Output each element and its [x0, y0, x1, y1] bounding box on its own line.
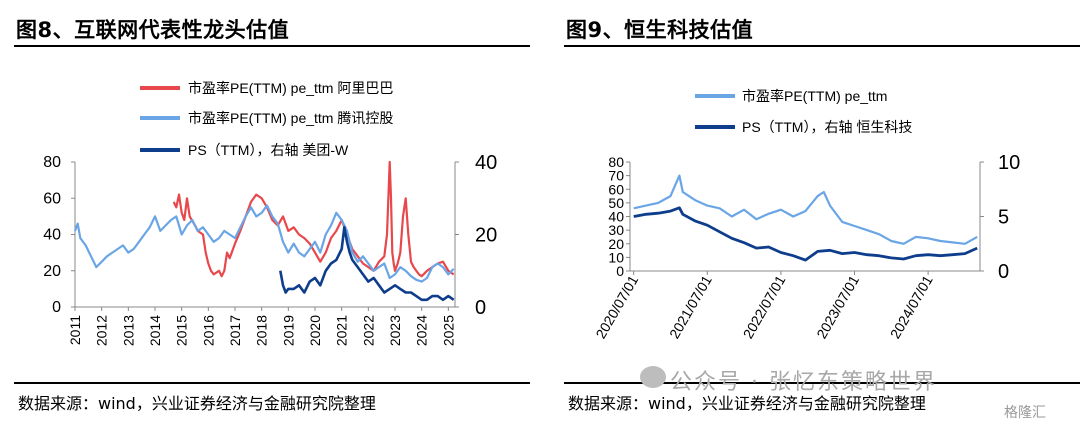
x-tick-label: 2014	[147, 315, 163, 346]
y-left-tick-label: 20	[43, 263, 61, 280]
y-left-tick-label: 80	[608, 154, 624, 170]
series-line-0	[633, 174, 978, 245]
y-left-tick-label: 80	[43, 154, 61, 171]
y-left-tick-label: 60	[43, 190, 61, 207]
wechat-icon	[640, 366, 666, 388]
x-tick-label: 2015	[174, 315, 190, 346]
y-right-tick-label: 0	[998, 261, 1009, 283]
figure-9-panel: 图9、恒生科技估值 0 10 20 30 40 50 60 70 80 0 5 10 2020/07/0…	[550, 0, 1080, 429]
y-left-tick-label: 10	[608, 249, 624, 265]
series-line-1	[633, 206, 978, 262]
figure-8-bottom-rule	[14, 382, 530, 384]
figure-8-panel: 图8、互联网代表性龙头估值 0 20 40 60 80 0 20 40 2011 2012 2013…	[0, 0, 530, 429]
x-tick-label: 2024/07/01	[887, 272, 936, 341]
x-tick-label: 2011	[67, 315, 83, 345]
y-left-tick-label: 70	[608, 168, 624, 184]
x-tick-label: 2020	[307, 315, 323, 346]
y-right-tick-label: 5	[998, 207, 1009, 229]
y-left-tick-label: 40	[43, 227, 61, 244]
x-tick-label: 2023/07/01	[813, 272, 862, 341]
y-left-tick-label: 30	[608, 222, 624, 238]
legend-label-1: 市盈率PE(TTM) pe_ttm 腾讯控股	[188, 110, 393, 126]
figure-9-top-rule	[564, 45, 1080, 47]
x-tick-label: 2023	[387, 315, 403, 346]
y-right-tick-label: 0	[475, 297, 486, 319]
watermark-logo: 格隆汇	[1004, 405, 1046, 421]
x-tick-label: 2021	[334, 315, 350, 346]
figure-8-chart: 0 20 40 60 80 0 20 40 2011 2012 2013 2014 2015 2016 20…	[43, 80, 497, 346]
legend-label-1: PS（TTM），右轴 恒生科技	[742, 119, 912, 135]
x-tick-label: 2022/07/01	[740, 272, 789, 341]
y-left-tick-label: 20	[608, 236, 624, 252]
series-line-0	[172, 160, 455, 278]
y-right-tick-label: 20	[475, 225, 497, 247]
series-line-2	[279, 226, 455, 302]
figure-8-source: 数据来源：wind，兴业证券经济与金融研究院整理	[18, 394, 376, 413]
y-left-tick-label: 0	[616, 263, 624, 279]
x-tick-label: 2017	[227, 315, 243, 346]
y-right-tick-label: 10	[998, 152, 1020, 174]
figure-9-title: 图9、恒生科技估值	[566, 18, 754, 42]
x-tick-label: 2013	[120, 315, 136, 346]
x-tick-label: 2012	[94, 315, 110, 346]
figure-9-bottom-rule	[564, 382, 1080, 384]
x-tick-label: 2019	[280, 315, 296, 346]
legend-label-0: 市盈率PE(TTM) pe_ttm 阿里巴巴	[188, 80, 393, 96]
series-line-1	[73, 204, 455, 283]
y-left-tick-label: 60	[608, 181, 624, 197]
x-tick-label: 2022	[360, 315, 376, 346]
figure-9-source: 数据来源：wind，兴业证券经济与金融研究院整理	[568, 394, 926, 413]
y-right-tick-label: 40	[475, 152, 497, 174]
x-tick-label: 2016	[200, 315, 216, 346]
x-tick-label: 2020/07/01	[592, 272, 641, 341]
watermark-text: 公众号 · 张忆东策略世界	[670, 370, 937, 395]
legend-label-0: 市盈率PE(TTM) pe_ttm	[742, 88, 887, 104]
x-tick-label: 2025	[440, 315, 456, 346]
x-tick-label: 2024	[414, 315, 430, 346]
y-left-tick-label: 40	[608, 209, 624, 225]
legend-label-2: PS（TTM），右轴 美团-W	[188, 142, 349, 158]
figure-8-top-rule	[14, 45, 530, 47]
figure-8-title: 图8、互联网代表性龙头估值	[16, 18, 290, 42]
x-tick-label: 2021/07/01	[666, 272, 715, 341]
y-left-tick-label: 50	[608, 195, 624, 211]
x-tick-label: 2018	[254, 315, 270, 346]
y-left-tick-label: 0	[52, 299, 61, 316]
